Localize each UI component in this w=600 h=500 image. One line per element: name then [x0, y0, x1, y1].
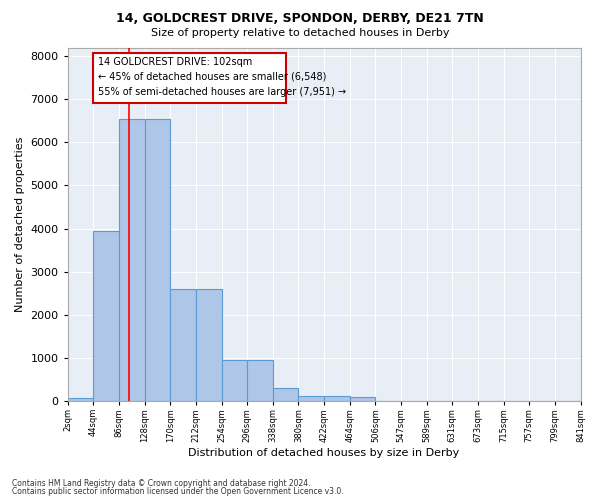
Bar [324, 396, 350, 401]
Text: 55% of semi-detached houses are larger (7,951) →: 55% of semi-detached houses are larger (… [98, 86, 346, 97]
Bar [68, 398, 94, 401]
Bar [221, 360, 247, 401]
Text: Contains public sector information licensed under the Open Government Licence v3: Contains public sector information licen… [12, 487, 344, 496]
Bar [119, 118, 145, 401]
Bar [350, 398, 376, 401]
Text: Size of property relative to detached houses in Derby: Size of property relative to detached ho… [151, 28, 449, 38]
Text: Contains HM Land Registry data © Crown copyright and database right 2024.: Contains HM Land Registry data © Crown c… [12, 478, 311, 488]
Bar [145, 118, 170, 401]
Bar [247, 360, 273, 401]
Bar [196, 289, 221, 401]
Bar [170, 289, 196, 401]
Bar [94, 52, 286, 102]
Bar [273, 388, 298, 401]
X-axis label: Distribution of detached houses by size in Derby: Distribution of detached houses by size … [188, 448, 460, 458]
Text: 14, GOLDCREST DRIVE, SPONDON, DERBY, DE21 7TN: 14, GOLDCREST DRIVE, SPONDON, DERBY, DE2… [116, 12, 484, 26]
Bar [298, 396, 324, 401]
Y-axis label: Number of detached properties: Number of detached properties [15, 136, 25, 312]
Text: 14 GOLDCREST DRIVE: 102sqm: 14 GOLDCREST DRIVE: 102sqm [98, 56, 253, 66]
Bar [94, 230, 119, 401]
Text: ← 45% of detached houses are smaller (6,548): ← 45% of detached houses are smaller (6,… [98, 72, 326, 82]
